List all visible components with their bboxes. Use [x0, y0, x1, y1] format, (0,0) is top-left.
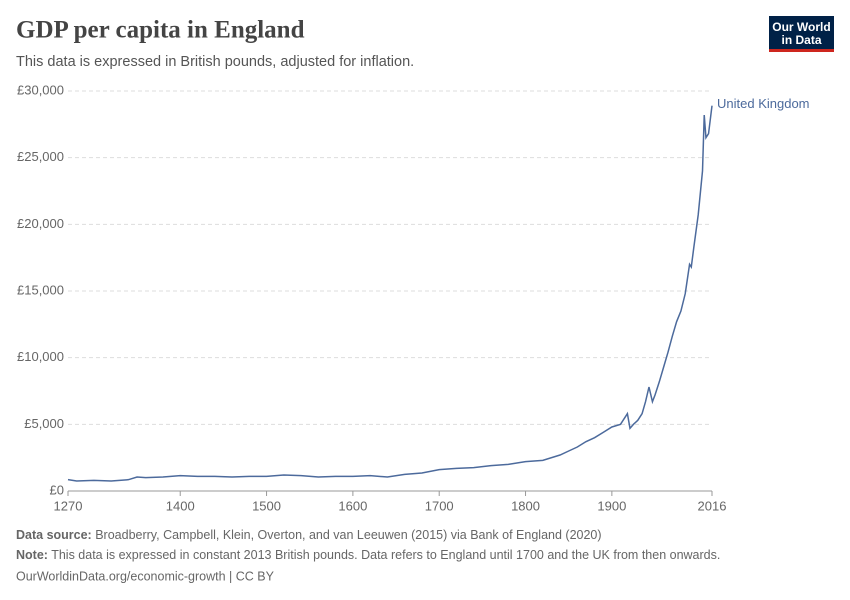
note-label: Note:	[16, 548, 48, 562]
y-tick-label: £0	[50, 482, 64, 497]
note: Note: This data is expressed in constant…	[16, 548, 720, 562]
chart-subtitle: This data is expressed in British pounds…	[16, 54, 414, 70]
source-text: Broadberry, Campbell, Klein, Overton, an…	[95, 528, 601, 542]
x-tick-label: 2016	[698, 498, 727, 513]
line	[67, 105, 713, 482]
y-tick-label: £5,000	[24, 416, 64, 431]
logo-stripe	[769, 49, 834, 52]
logo[interactable]	[769, 16, 834, 52]
source-label: Data source:	[16, 528, 92, 542]
y-tick-label: £15,000	[17, 282, 64, 297]
note-text: This data is expressed in constant 2013 …	[51, 548, 720, 562]
x-tick-label: 1700	[425, 498, 454, 513]
y-tick-label: £20,000	[17, 216, 64, 231]
logo-text: Our World	[772, 20, 830, 34]
x-tick-label: 1270	[54, 498, 83, 513]
y-tick-label: £25,000	[17, 149, 64, 164]
line-label: United Kingdom	[717, 96, 810, 111]
chart-title: GDP per capita in England	[16, 17, 305, 44]
x-tick-label: 1400	[166, 498, 195, 513]
y-tick-label: £30,000	[17, 82, 64, 97]
x-tick-label: 1500	[252, 498, 281, 513]
source: Data source: Broadberry, Campbell, Klein…	[16, 528, 602, 542]
x-tick-label: 1600	[338, 498, 367, 513]
logo-text: in Data	[781, 33, 821, 47]
x-tick-label: 1800	[511, 498, 540, 513]
y-tick-label: £10,000	[17, 349, 64, 364]
url[interactable]: OurWorldinData.org/economic-growth | CC …	[16, 569, 275, 583]
x-tick-label: 1900	[597, 498, 626, 513]
